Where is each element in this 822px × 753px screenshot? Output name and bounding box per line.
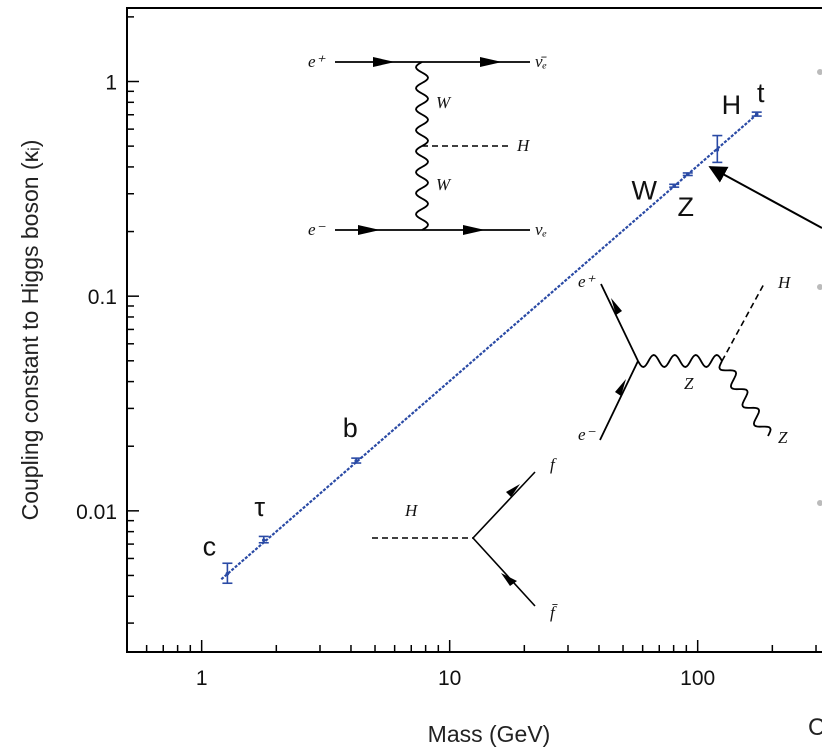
- y-tick-label: 0.1: [88, 286, 117, 309]
- y-tick-label: 1: [105, 72, 117, 95]
- hs-z-out-label: Z: [778, 428, 788, 447]
- pointer-arrow: [708, 166, 822, 229]
- data-point: [261, 538, 266, 542]
- particle-label: c: [203, 532, 217, 562]
- ww-nu-label: νₑ: [535, 220, 547, 239]
- ww-eminus-label: e⁻: [308, 220, 327, 239]
- decay-fbar-label: f̄: [550, 603, 558, 622]
- y-axis-title: Coupling constant to Higgs boson (κᵢ): [17, 140, 43, 521]
- data-point: [225, 571, 230, 576]
- ww-w-upper-label: W: [436, 93, 452, 112]
- trend-line: [220, 112, 759, 581]
- x-tick-label: 10: [438, 667, 461, 690]
- x-tick-label: 100: [680, 667, 715, 690]
- plot-frame: [126, 7, 822, 653]
- data-point: [685, 172, 690, 176]
- particle-label: Z: [678, 192, 695, 222]
- ww-nubar-label: ν̄ₑ: [535, 52, 548, 71]
- y-tick-label: 0.01: [76, 501, 117, 524]
- right-edge-dots: [817, 69, 822, 506]
- x-axis-title: Mass (GeV): [428, 721, 551, 747]
- hs-higgs-label: H: [777, 273, 792, 292]
- feynman-higgs-decay: [372, 471, 536, 607]
- decay-higgs-label: H: [404, 501, 419, 520]
- particle-label: t: [757, 78, 765, 108]
- hs-eminus-label: e⁻: [578, 425, 597, 444]
- y-axis-ticks: 0.01 0.1 1: [76, 16, 139, 624]
- ww-eplus-label: e⁺: [308, 52, 327, 71]
- feynman-ww-fusion: [335, 57, 530, 235]
- feynman-higgsstrahlung: [599, 281, 772, 441]
- ww-higgs-label: H: [516, 136, 531, 155]
- ww-w-lower-label: W: [436, 175, 452, 194]
- data-point: [754, 112, 759, 117]
- particle-label: W: [631, 176, 657, 206]
- data-point: [715, 148, 720, 152]
- decay-f-label: f: [550, 455, 557, 474]
- particle-label: b: [343, 413, 358, 443]
- hs-z-internal-label: Z: [684, 374, 694, 393]
- particle-label: H: [722, 90, 742, 120]
- data-point: [354, 459, 359, 463]
- hs-eplus-label: e⁺: [578, 272, 597, 291]
- particle-label: τ: [254, 492, 265, 522]
- x-axis-ticks: 1 10 100: [126, 640, 817, 690]
- edge-fragment: C: [808, 714, 822, 741]
- x-tick-label: 1: [196, 667, 208, 690]
- data-point: [672, 183, 676, 188]
